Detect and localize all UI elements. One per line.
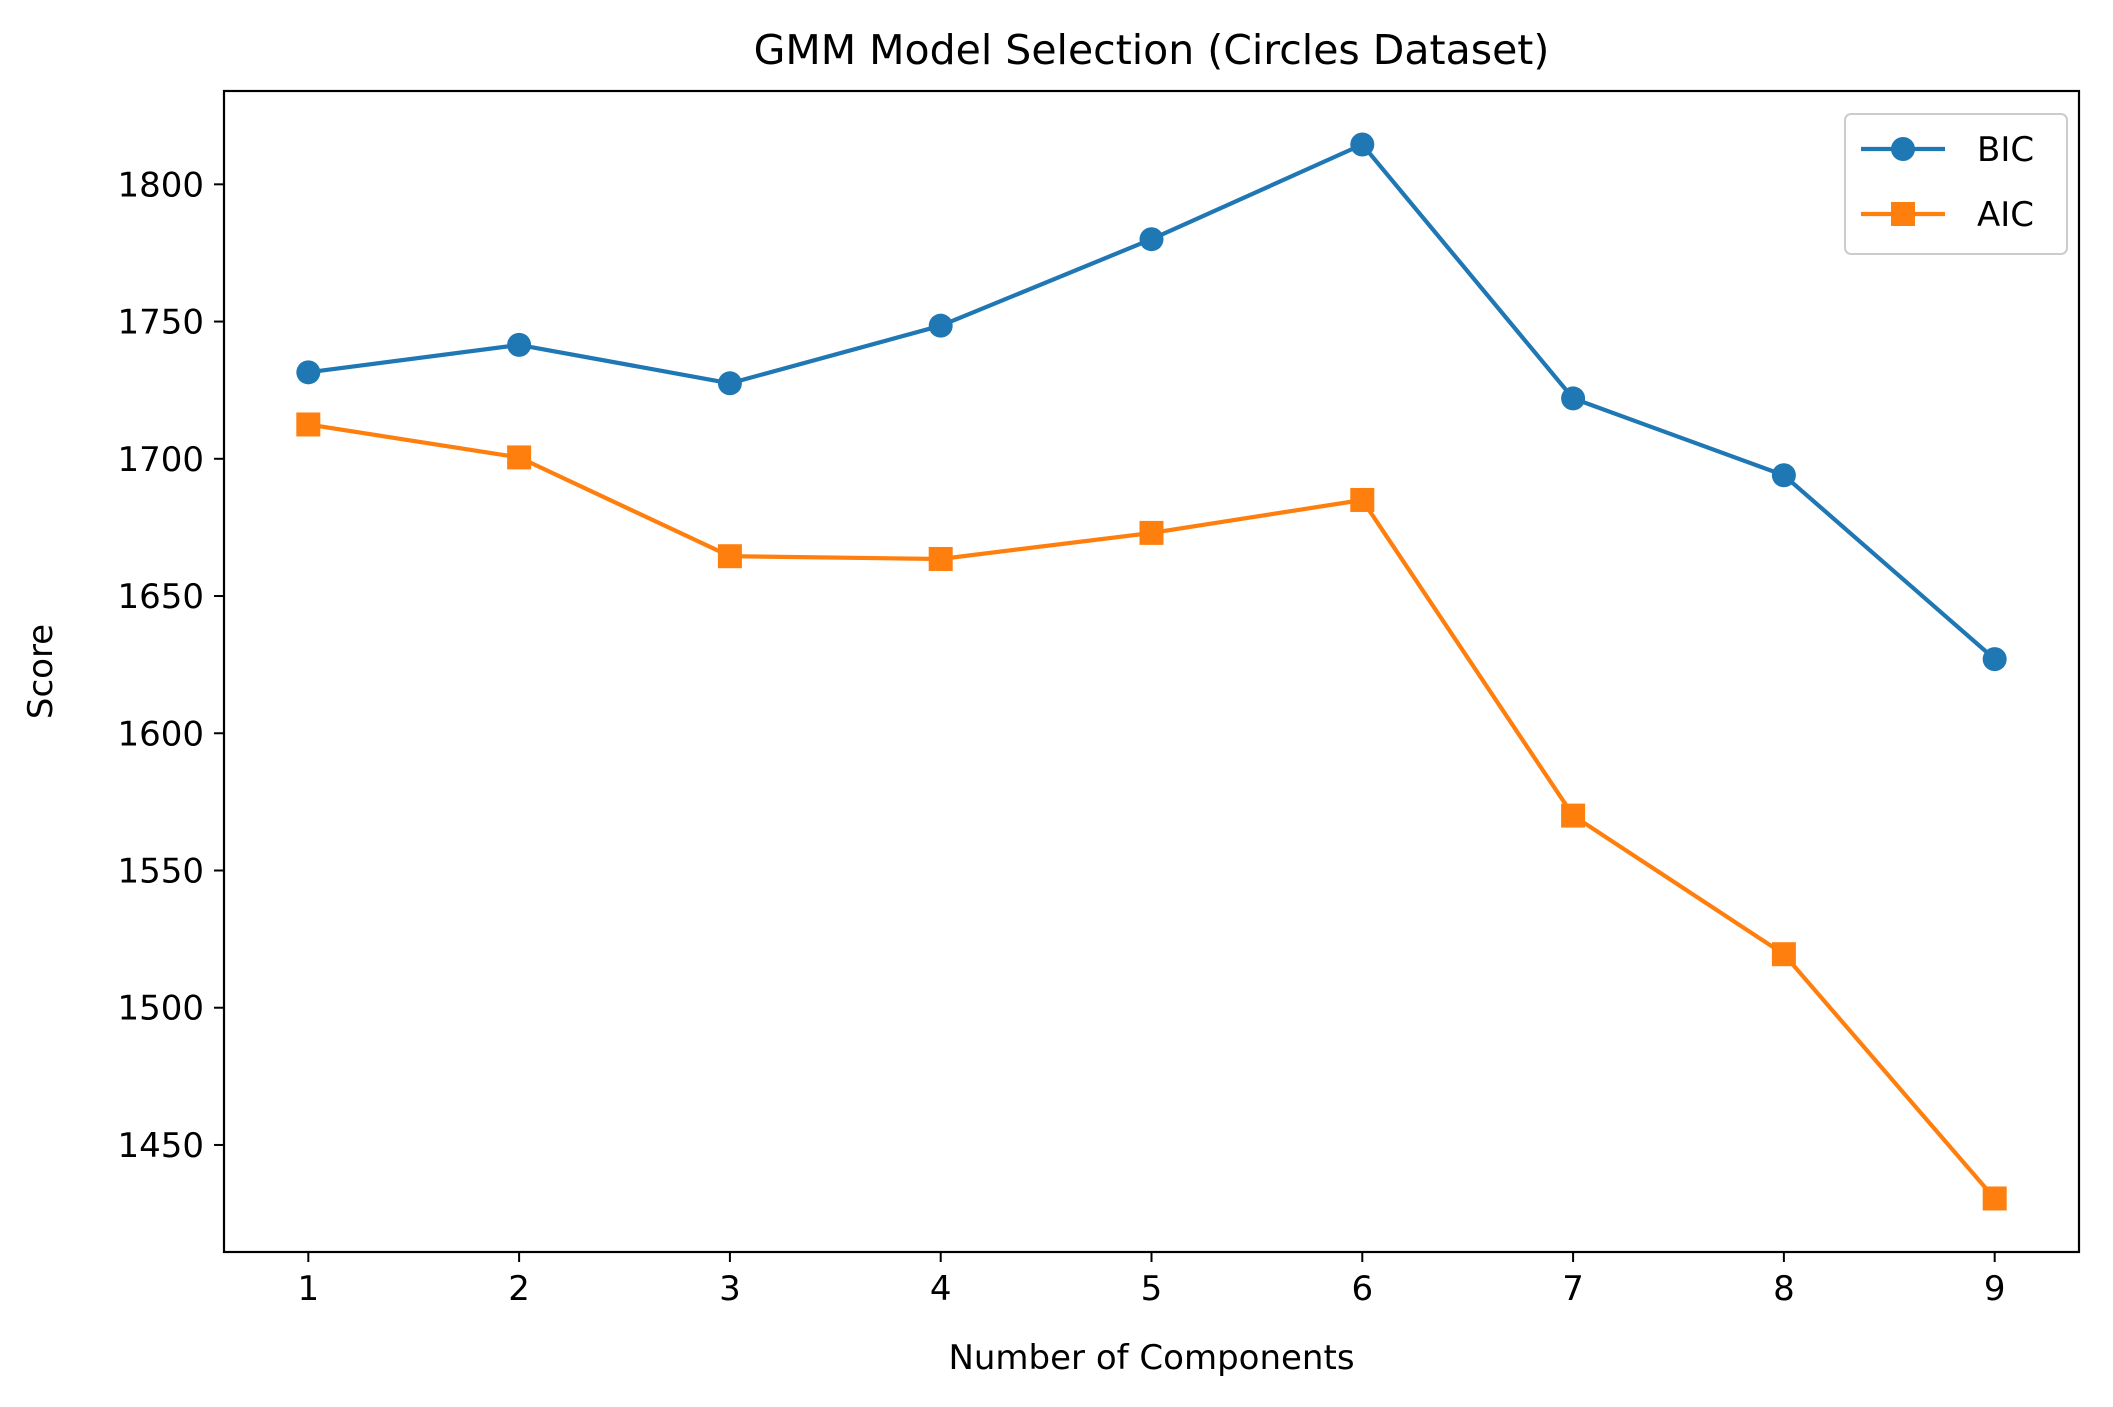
point-aic — [1139, 520, 1164, 545]
x-tick-label: 7 — [1562, 1269, 1584, 1309]
legend-item-aic: AIC — [1861, 195, 2034, 235]
point-aic — [1561, 803, 1586, 828]
point-bic — [928, 313, 953, 338]
legend-marker-aic — [1891, 202, 1915, 226]
legend-marker-bic — [1891, 137, 1915, 161]
x-tick-label: 6 — [1351, 1269, 1373, 1309]
point-aic — [717, 544, 742, 569]
y-tick-label: 1600 — [117, 714, 204, 754]
y-tick-label: 1650 — [117, 577, 204, 617]
y-tick-label: 1500 — [117, 989, 204, 1029]
y-axis-label: Score — [21, 624, 61, 719]
point-aic — [1771, 942, 1796, 967]
y-axis: 1450 1500 1550 1600 1650 1700 1750 1800 — [117, 165, 224, 1166]
y-tick-label: 1800 — [117, 165, 204, 205]
x-tick-label: 5 — [1141, 1269, 1163, 1309]
legend: BIC AIC — [1844, 113, 2068, 255]
point-aic — [507, 445, 532, 470]
x-axis: 1 2 3 4 5 6 7 8 9 — [297, 1252, 2006, 1309]
legend-item-bic: BIC — [1861, 130, 2034, 170]
y-tick-label: 1700 — [117, 440, 204, 480]
x-axis-label: Number of Components — [948, 1338, 1354, 1378]
point-aic — [296, 412, 321, 437]
y-tick-label: 1450 — [117, 1126, 204, 1166]
y-tick-label: 1750 — [117, 303, 204, 343]
point-bic — [1561, 386, 1586, 411]
legend-label-bic: BIC — [1977, 130, 2034, 170]
chart-title: GMM Model Selection (Circles Dataset) — [754, 26, 1550, 74]
series-bic — [296, 132, 2007, 672]
x-tick-label: 2 — [508, 1269, 530, 1309]
point-bic — [717, 371, 742, 396]
point-bic — [1350, 132, 1375, 157]
x-tick-label: 9 — [1984, 1269, 2006, 1309]
legend-label-aic: AIC — [1977, 195, 2034, 235]
point-aic — [1350, 487, 1375, 512]
point-aic — [928, 546, 953, 571]
point-bic — [1139, 227, 1164, 252]
point-bic — [1771, 463, 1796, 488]
x-tick-label: 8 — [1773, 1269, 1795, 1309]
x-tick-label: 4 — [930, 1269, 952, 1309]
x-tick-label: 3 — [719, 1269, 741, 1309]
x-tick-label: 1 — [297, 1269, 319, 1309]
y-tick-label: 1550 — [117, 851, 204, 891]
point-bic — [1982, 647, 2007, 672]
series-aic — [296, 412, 2007, 1211]
point-bic — [507, 332, 532, 357]
point-aic — [1982, 1186, 2007, 1211]
series-layer — [296, 132, 2007, 1211]
point-bic — [296, 360, 321, 385]
